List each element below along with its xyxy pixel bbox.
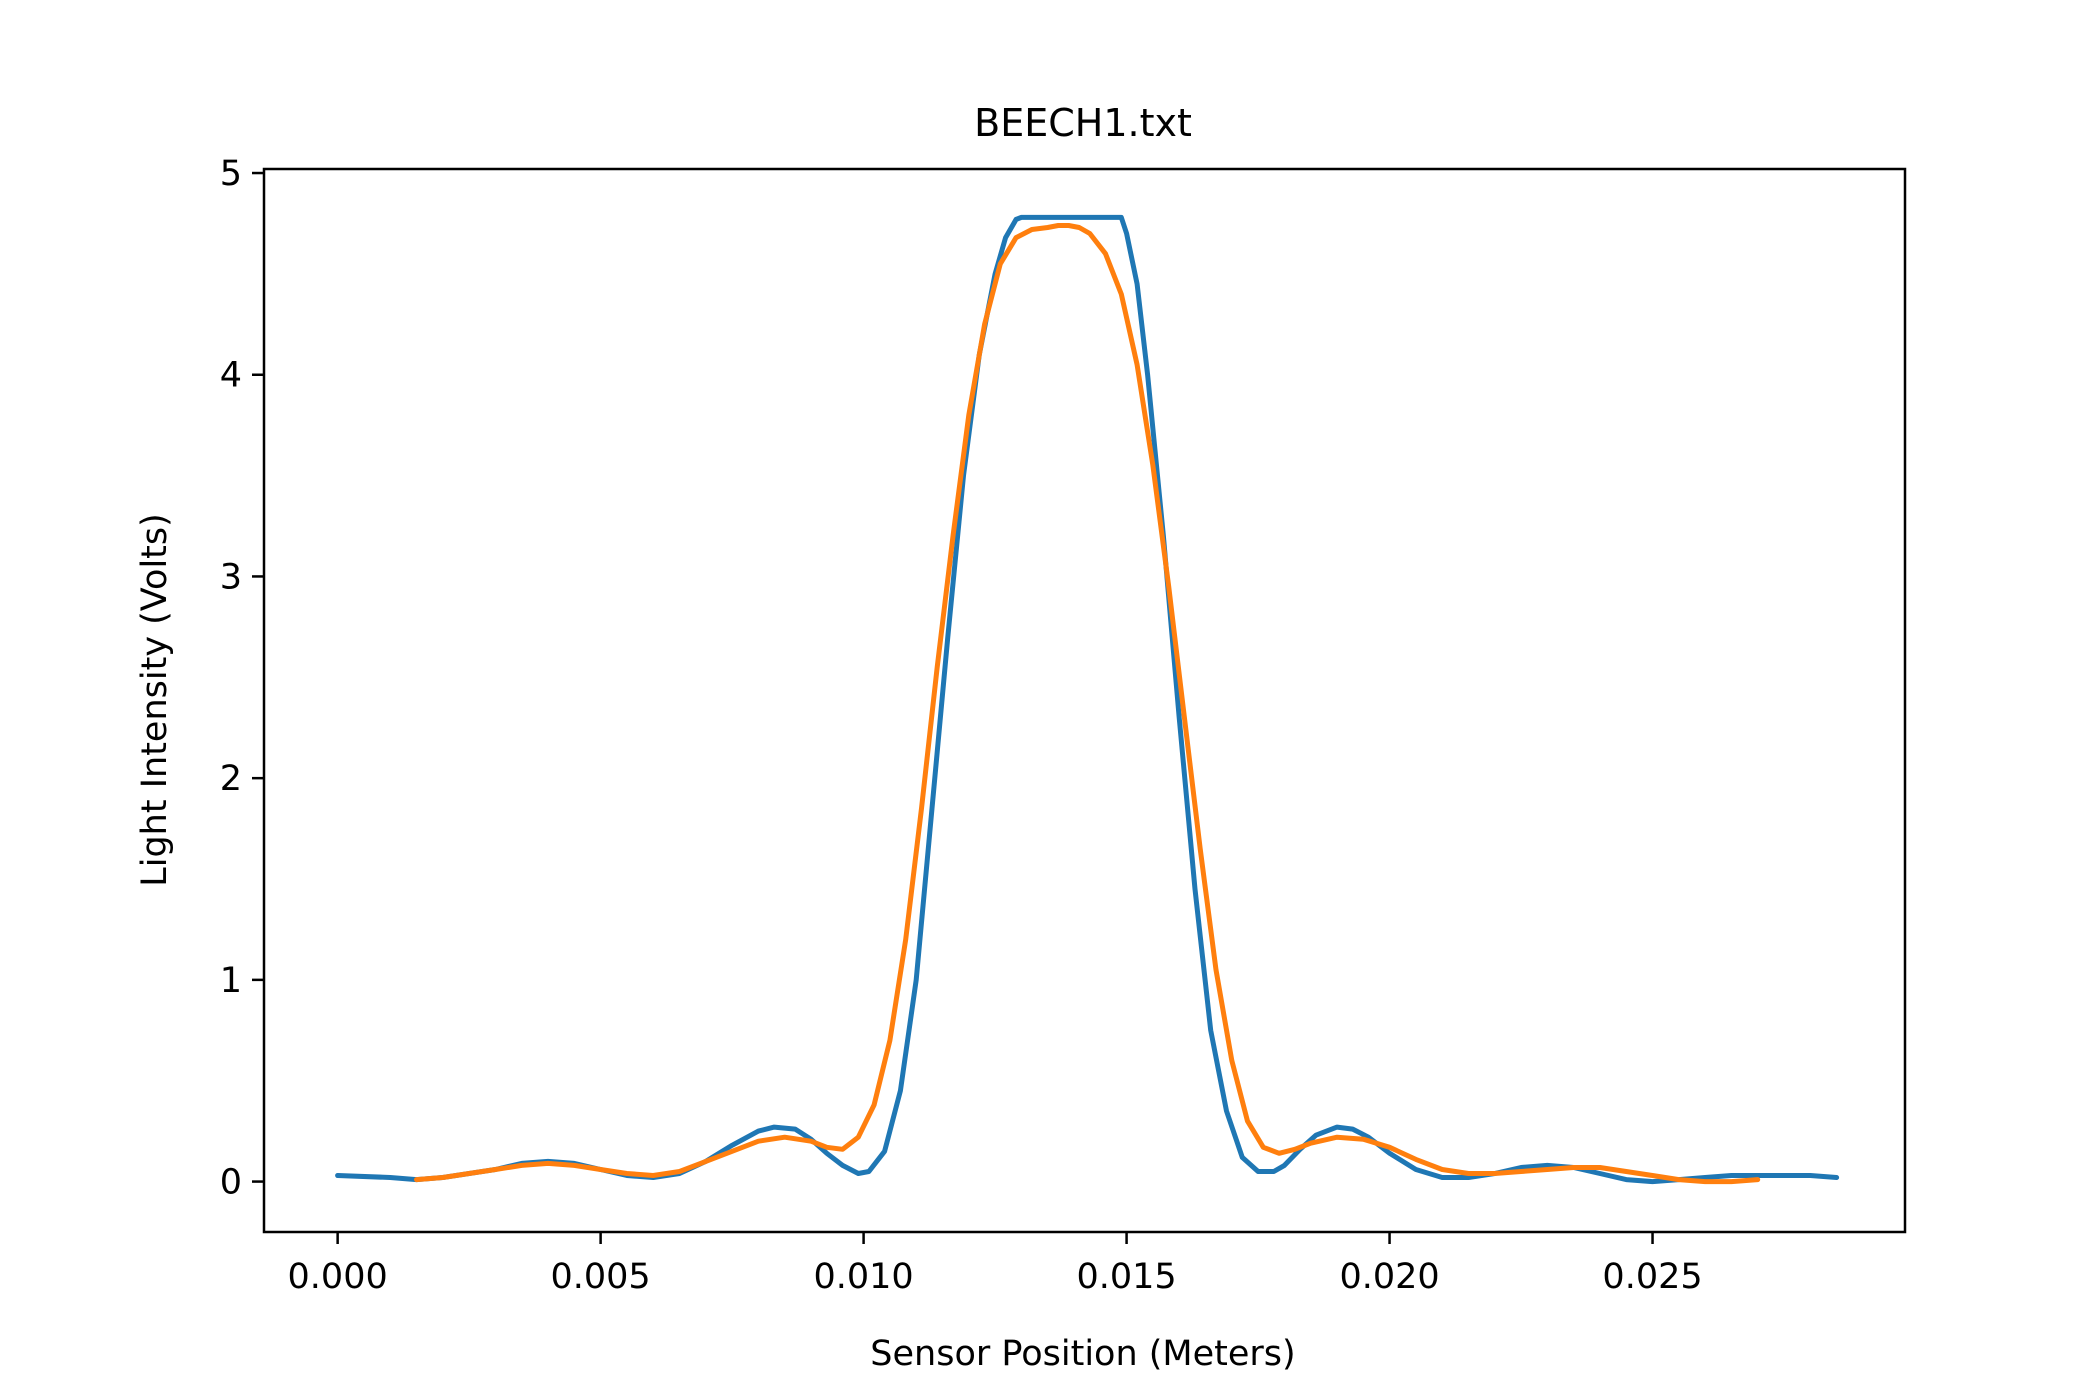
plot-area bbox=[335, 214, 1840, 1185]
x-tick-label: 0.010 bbox=[813, 1257, 913, 1297]
x-tick-label: 0.005 bbox=[551, 1257, 651, 1297]
y-tick-label: 2 bbox=[220, 759, 242, 799]
y-axis-label: Light Intensity (Volts) bbox=[135, 513, 175, 887]
axes-frame bbox=[262, 167, 1907, 1234]
x-tick-label: 0.025 bbox=[1602, 1257, 1702, 1297]
x-tick-label: 0.015 bbox=[1076, 1257, 1176, 1297]
y-tick-label: 0 bbox=[220, 1163, 242, 1203]
x-axis-label: Sensor Position (Meters) bbox=[870, 1334, 1295, 1374]
series-line-2 bbox=[414, 223, 1761, 1185]
chart-title: BEECH1.txt bbox=[974, 101, 1192, 145]
y-tick-label: 1 bbox=[220, 961, 242, 1001]
y-tick-label: 5 bbox=[220, 154, 242, 194]
y-tick-label: 3 bbox=[220, 557, 242, 597]
x-tick-label: 0.020 bbox=[1339, 1257, 1439, 1297]
axis-ticks: 0.000 0.005 0.010 0.015 0.020 0.025 0 1 2 3 4 5 bbox=[220, 154, 1703, 1297]
y-tick-label: 4 bbox=[220, 356, 242, 396]
x-tick-label: 0.000 bbox=[288, 1257, 388, 1297]
